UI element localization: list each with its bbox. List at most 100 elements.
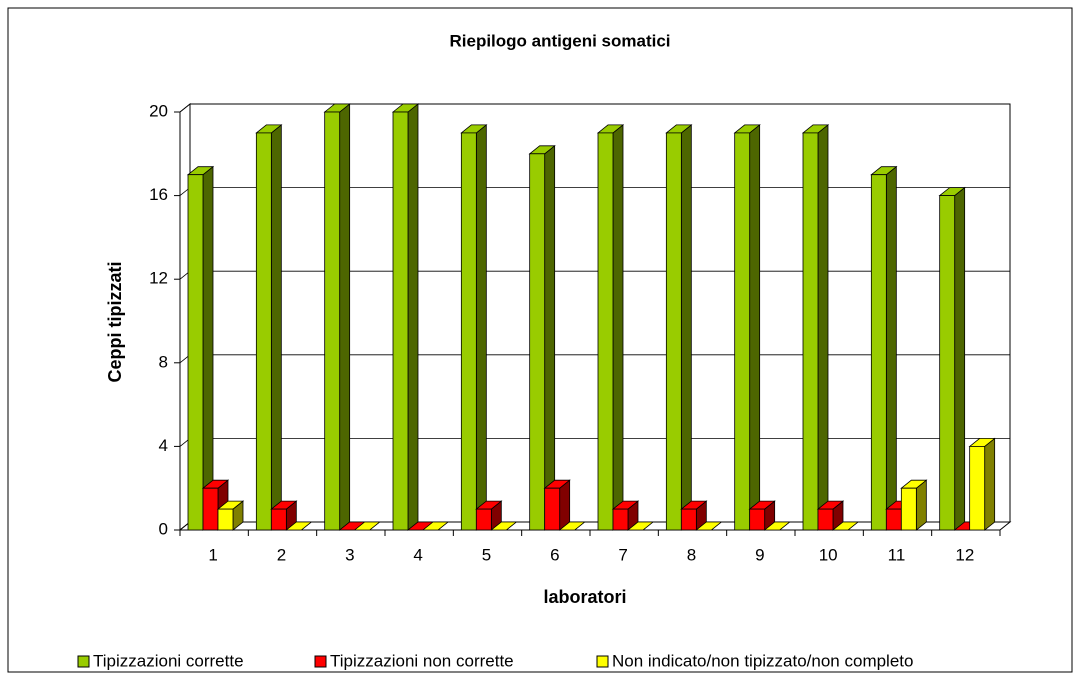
bar <box>285 521 313 531</box>
bar-side <box>407 103 419 531</box>
y-tick-label: 12 <box>149 269 168 288</box>
bar <box>460 124 488 531</box>
bar-front <box>734 132 751 531</box>
bar-side <box>270 124 282 531</box>
bar-side <box>749 124 761 531</box>
bar <box>900 479 928 531</box>
bar-front <box>885 508 902 531</box>
bar-top <box>285 521 313 531</box>
legend-label: Non indicato/non tipizzato/non completo <box>612 651 913 670</box>
x-tick-label: 6 <box>550 545 559 564</box>
bar-side <box>475 124 487 531</box>
bar <box>353 521 381 531</box>
bar <box>421 521 450 531</box>
bar <box>270 500 298 531</box>
bar <box>763 521 791 531</box>
bar <box>186 165 215 531</box>
legend-label: Tipizzazioni corrette <box>93 651 244 670</box>
bar <box>680 500 708 531</box>
bar-top <box>490 521 518 531</box>
x-tick-label: 7 <box>618 545 627 564</box>
bar-top <box>421 521 450 531</box>
bar-front <box>900 487 917 531</box>
bar <box>831 521 860 531</box>
bar <box>611 500 640 531</box>
bar <box>801 124 830 531</box>
bar-front <box>802 132 819 531</box>
x-tick-label: 11 <box>888 545 906 564</box>
y-tick-label: 20 <box>149 101 168 120</box>
bar <box>870 165 898 531</box>
bar <box>968 437 996 531</box>
bar-front <box>217 508 234 531</box>
x-tick-label: 4 <box>413 545 422 564</box>
x-tick-label: 2 <box>277 545 286 564</box>
bar <box>938 186 966 531</box>
bar <box>391 103 420 531</box>
bar-side <box>202 165 214 531</box>
chart-title: Riepilogo antigeni somatici <box>449 31 670 50</box>
legend-swatch <box>596 655 609 668</box>
x-tick-label: 5 <box>482 545 491 564</box>
bar-front <box>529 153 546 531</box>
bar-front <box>270 508 287 531</box>
bar-front <box>612 508 629 531</box>
bar-front <box>597 132 614 531</box>
bar-front <box>255 132 272 531</box>
x-axis-label: laboratori <box>543 587 626 607</box>
bar-top <box>831 521 860 531</box>
bar-front <box>392 111 409 531</box>
bar-top <box>558 521 586 531</box>
bar <box>323 103 351 531</box>
x-tick-label: 10 <box>819 545 838 564</box>
x-tick-label: 9 <box>755 545 764 564</box>
bar-side <box>544 144 556 531</box>
bar-side <box>612 124 624 531</box>
bar-side <box>339 103 351 531</box>
bar <box>475 500 503 531</box>
bar-front <box>969 445 986 531</box>
bar-top <box>763 521 791 531</box>
y-tick-label: 4 <box>159 436 168 455</box>
x-tick-label: 3 <box>345 545 354 564</box>
bar-front <box>475 508 492 531</box>
grid-line <box>179 103 1010 113</box>
bar <box>528 144 556 531</box>
bar <box>216 500 245 531</box>
y-tick-label: 8 <box>159 352 168 371</box>
bar-front <box>749 508 766 531</box>
bar-front <box>460 132 477 531</box>
bar-front <box>870 174 887 531</box>
bar-top <box>353 521 381 531</box>
bar <box>543 479 571 531</box>
y-tick-label: 16 <box>149 185 168 204</box>
y-axis-label: Ceppi tipizzati <box>105 262 125 383</box>
bar-side <box>680 124 692 531</box>
bar <box>596 124 625 531</box>
x-tick-label: 1 <box>208 545 217 564</box>
bar-side <box>885 165 897 531</box>
x-tick-label: 8 <box>687 545 696 564</box>
bar-front <box>544 487 561 531</box>
bar <box>733 124 761 531</box>
bar <box>255 124 283 531</box>
bar-side <box>984 437 996 531</box>
bar-front <box>680 508 697 531</box>
bar-top <box>695 521 723 531</box>
bar-front <box>665 132 682 531</box>
legend-swatch <box>77 655 90 668</box>
bar <box>490 521 518 531</box>
bar-front <box>324 111 341 531</box>
y-tick-label: 0 <box>159 519 168 538</box>
bar-front <box>187 174 204 531</box>
x-tick-label: 12 <box>955 545 974 564</box>
bar-front <box>817 508 834 531</box>
bar-side <box>915 479 927 531</box>
bar <box>695 521 723 531</box>
bar <box>665 124 693 531</box>
bar-side <box>817 124 829 531</box>
bar-top <box>626 521 655 531</box>
bar-front <box>939 195 956 531</box>
legend-swatch <box>314 655 327 668</box>
bar-side <box>559 479 571 531</box>
